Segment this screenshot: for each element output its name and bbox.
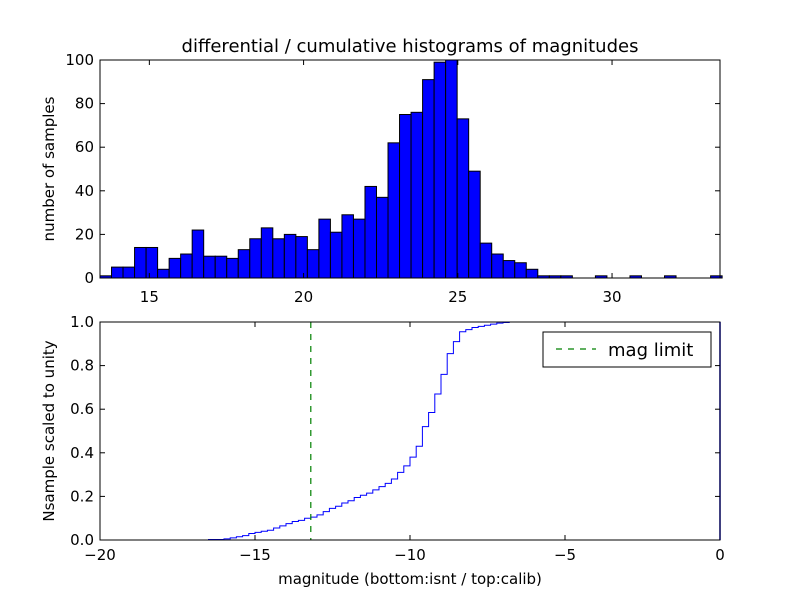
histogram-bar <box>226 257 239 279</box>
histogram-bar <box>157 268 170 279</box>
bottom-ticks: −20 −15 −10 −5 0 0.0 0.2 0.4 0.6 0.8 1.0 <box>70 313 725 564</box>
bottom-xtick-label: 0 <box>715 546 725 564</box>
legend: mag limit <box>542 331 712 368</box>
bottom-xtick-label: −15 <box>239 546 271 564</box>
histogram-bar <box>260 227 274 279</box>
histogram-bar <box>502 260 516 279</box>
histogram-bar <box>341 214 354 279</box>
bottom-ytick-label: 0.6 <box>70 400 94 418</box>
top-xtick-label: 25 <box>448 288 467 306</box>
histogram-bar <box>387 142 401 279</box>
bottom-ytick-label: 0.2 <box>70 487 94 505</box>
histogram-bar <box>203 255 216 279</box>
top-ytick-label: 0 <box>84 269 94 287</box>
histogram-bar <box>295 236 308 279</box>
histogram-bar <box>318 218 331 279</box>
histogram-bar <box>514 262 527 279</box>
bottom-xlabel: magnitude (bottom:isnt / top:calib) <box>278 570 542 588</box>
top-ytick-label: 100 <box>65 51 94 69</box>
bottom-ytick-label: 0.4 <box>70 444 94 462</box>
histogram-bar <box>272 238 285 279</box>
histogram-bar <box>410 111 424 279</box>
top-ylabel: number of samples <box>40 96 58 241</box>
histogram-bar <box>422 79 435 279</box>
histogram-bar <box>525 268 539 279</box>
cumulative-step-line <box>100 321 720 541</box>
chart-title: differential / cumulative histograms of … <box>182 36 639 57</box>
top-bars <box>99 59 723 279</box>
histogram-bar <box>249 238 262 279</box>
histogram-bar <box>399 114 412 279</box>
bottom-ytick-label: 1.0 <box>70 313 94 331</box>
histogram-bar <box>329 231 343 279</box>
histogram-bar <box>122 266 136 279</box>
top-ticks: 15 20 25 30 0 20 40 60 80 100 <box>65 51 720 306</box>
histogram-bar <box>134 246 147 279</box>
histogram-bar <box>445 59 458 279</box>
histogram-bar <box>468 170 481 279</box>
bottom-axes-frame <box>99 321 721 541</box>
top-ytick-label: 20 <box>75 225 94 243</box>
histogram-bar <box>491 253 504 279</box>
histogram-bar <box>145 246 159 279</box>
bottom-xtick-label: −10 <box>394 546 426 564</box>
histogram-bar <box>214 255 228 279</box>
bottom-ytick-label: 0.8 <box>70 357 94 375</box>
histogram-bar <box>191 229 205 279</box>
histogram-bar <box>456 118 470 279</box>
histogram-bar <box>306 249 320 279</box>
bottom-ylabel: Nsample scaled to unity <box>40 340 58 521</box>
top-ytick-label: 80 <box>75 95 94 113</box>
histogram-bar <box>111 266 124 279</box>
histogram-bar <box>283 233 297 279</box>
histogram-bar <box>433 61 447 279</box>
bottom-ytick-label: 0.0 <box>70 531 94 549</box>
top-xtick-label: 20 <box>294 288 313 306</box>
top-ytick-label: 60 <box>75 138 94 156</box>
top-axes-frame <box>99 59 721 279</box>
top-ytick-label: 40 <box>75 182 94 200</box>
legend-box <box>542 331 712 368</box>
bottom-xtick-label: −20 <box>84 546 116 564</box>
histogram-bar <box>352 218 366 279</box>
histogram-bar <box>237 249 251 279</box>
legend-entry-mag-limit: mag limit <box>608 340 693 361</box>
histogram-bar <box>168 257 182 279</box>
histogram-bar <box>180 253 193 279</box>
histogram-bar <box>479 242 493 279</box>
histogram-bar <box>364 185 378 279</box>
top-xtick-label: 30 <box>602 288 621 306</box>
top-xtick-label: 15 <box>140 288 159 306</box>
bottom-xtick-label: −5 <box>554 546 576 564</box>
histogram-bar <box>376 196 389 279</box>
